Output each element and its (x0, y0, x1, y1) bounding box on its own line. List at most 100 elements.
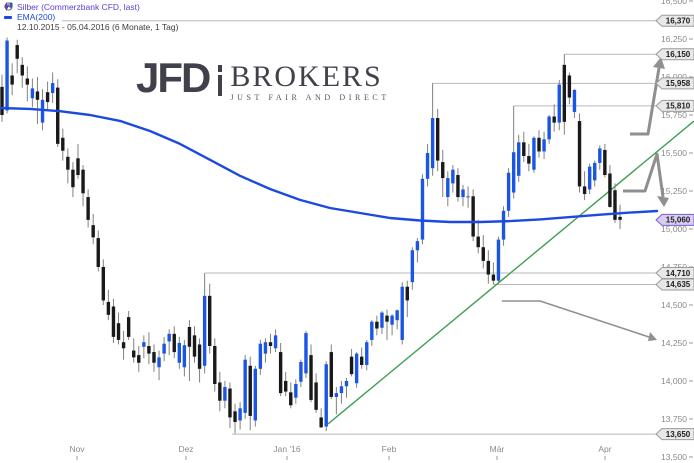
candle (111, 298, 116, 343)
legend-ema-row[interactable]: EMA(200) (4, 12, 178, 22)
candle-body (527, 156, 531, 164)
candle (461, 184, 465, 207)
candle (126, 311, 131, 340)
candle (263, 338, 268, 363)
candle-body (111, 306, 116, 337)
jfd-brokers-watermark: JFD BROKERS JUST FAIR AND DIRECT (136, 57, 390, 103)
candle (20, 57, 24, 88)
candle (441, 149, 445, 198)
date-range-label: 12.10.2015 - 05.04.2016 (6 Monate, 1 Tag… (17, 22, 179, 32)
candle (15, 39, 19, 74)
candle (223, 380, 227, 409)
series-label: Silber (Commerzbank CFD, last) (17, 2, 140, 12)
candle (167, 329, 171, 356)
breakdown-down-arrow (502, 300, 657, 341)
candle-body (598, 148, 602, 163)
candle-body (395, 310, 399, 321)
candle (121, 330, 126, 360)
candle (273, 329, 278, 353)
candle-body (258, 343, 263, 369)
candle (278, 342, 283, 397)
candle (213, 338, 217, 392)
candle-body (324, 364, 328, 427)
candle (572, 89, 577, 119)
y-axis-label: 14,500 (661, 300, 687, 310)
candle-body (192, 335, 197, 357)
candle (61, 128, 65, 161)
x-axis: Nov Dez Jan '16 Feb Mär Apr (69, 444, 612, 460)
candle-body (45, 92, 50, 103)
candle-body (309, 355, 313, 400)
candle-body (15, 45, 19, 59)
candle-body (35, 91, 40, 100)
candle (537, 130, 541, 158)
candle (238, 402, 242, 430)
candle-body (263, 342, 268, 354)
candle (304, 330, 308, 378)
candle-body (273, 335, 278, 349)
candle-body (142, 342, 146, 347)
candle (603, 143, 607, 178)
badge-value: 16,150 (666, 50, 691, 59)
candle-body (243, 359, 247, 413)
candle-body (542, 139, 546, 152)
price-level-badge: 15,810 (655, 99, 694, 112)
x-axis-label-Apr: Apr (598, 444, 611, 454)
candle (400, 282, 404, 345)
candle (309, 344, 313, 403)
candle-body (359, 356, 364, 365)
candle-body (152, 352, 156, 363)
legend-series-row[interactable]: Silber (Commerzbank CFD, last) (4, 2, 178, 12)
candle (56, 79, 60, 147)
candle-body (370, 321, 374, 340)
last-price-badge: 15,060 (655, 213, 694, 226)
y-axis-label: 14,250 (661, 338, 687, 348)
candle (152, 344, 156, 372)
candle-body (228, 388, 232, 418)
candle (481, 235, 485, 269)
y-axis-label: 16,500 (661, 0, 687, 6)
candle-body (451, 169, 455, 184)
candle-body (415, 241, 420, 251)
candle-body (522, 142, 526, 157)
x-axis-label-Feb: Feb (382, 444, 397, 454)
candle (50, 72, 55, 103)
badge-shape (655, 213, 694, 226)
y-axis-label: 15,000 (661, 224, 687, 234)
candle (354, 352, 359, 388)
candle-body (532, 137, 536, 170)
badge-shape (655, 14, 694, 27)
candle-body (147, 345, 151, 354)
candle-body (613, 190, 617, 220)
candle (35, 77, 40, 125)
candle (506, 168, 511, 217)
y-axis-label: 15,750 (661, 110, 687, 120)
candle (76, 143, 80, 179)
candle-body (20, 64, 24, 76)
candle-body (106, 301, 111, 315)
candle-body (101, 266, 106, 301)
candle-body (491, 274, 496, 281)
candle-body (557, 84, 561, 123)
candle (334, 387, 339, 415)
candle-body (218, 382, 222, 401)
candle (527, 143, 531, 172)
candle (187, 320, 192, 381)
candle (375, 315, 379, 336)
candle-body (5, 40, 9, 111)
candle (25, 66, 30, 102)
candle (511, 105, 516, 199)
candle-body (304, 333, 308, 374)
candle (496, 236, 501, 284)
candle-body (157, 357, 161, 368)
candle (96, 230, 100, 272)
candle (258, 339, 263, 375)
candle (593, 160, 597, 187)
candle-body (121, 342, 126, 349)
ema-line-swatch (4, 15, 15, 19)
candle-body (66, 156, 70, 170)
badge-shape (655, 278, 694, 291)
candle (349, 349, 354, 377)
candle-body (582, 186, 587, 195)
